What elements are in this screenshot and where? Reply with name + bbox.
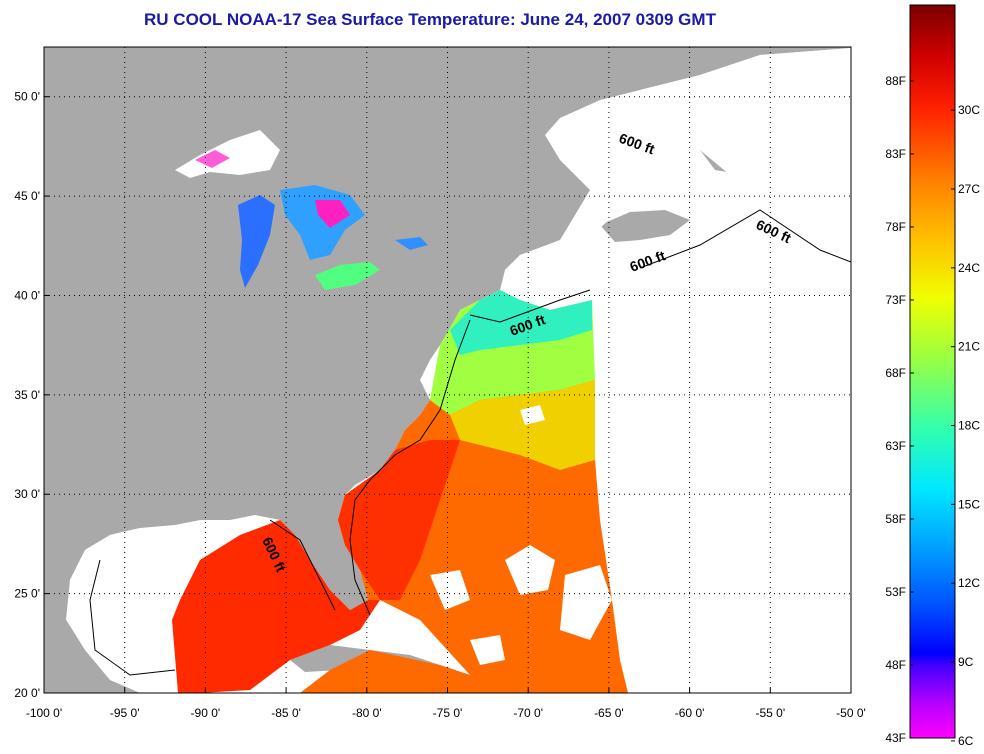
lat-tick-label: 50 0' xyxy=(14,90,40,104)
lat-tick-label: 45 0' xyxy=(14,189,40,203)
cloud-patch xyxy=(520,405,545,425)
colorbar-fahrenheit-label: 43F xyxy=(885,731,906,745)
lon-tick-label: -65 0' xyxy=(594,706,624,720)
lake-ontario xyxy=(395,237,428,250)
sst-gulf-stream xyxy=(338,440,460,600)
sst-ocean-cyan xyxy=(450,290,592,355)
lon-tick-label: -75 0' xyxy=(433,706,463,720)
colorbar-labels: 88F 83F 78F 73F 68F 63F 58F 53F 48F 43F 30C 27C 24C 2… xyxy=(885,74,980,748)
lake-michigan xyxy=(238,195,275,288)
lake-superior xyxy=(175,130,280,178)
lon-tick-label: -60 0' xyxy=(675,706,705,720)
colorbar-celsius-label: 9C xyxy=(958,655,974,669)
cloud-patch xyxy=(560,565,612,640)
colorbar-fahrenheit-label: 73F xyxy=(885,293,906,307)
cloud-patch xyxy=(505,545,555,595)
lon-tick-label: -70 0' xyxy=(513,706,543,720)
map-border xyxy=(43,46,852,694)
colorbar-celsius-label: 24C xyxy=(958,261,980,275)
gulf-no-data xyxy=(505,48,851,310)
lon-tick-label: -80 0' xyxy=(352,706,382,720)
lon-tick-label: -90 0' xyxy=(191,706,221,720)
colorbar-celsius-label: 6C xyxy=(958,734,974,748)
lat-tick-label: 40 0' xyxy=(14,288,40,302)
land-nova-scotia xyxy=(600,210,690,242)
colorbar-celsius-label: 18C xyxy=(958,419,980,433)
colorbar-celsius-label: 12C xyxy=(958,576,980,590)
colorbar xyxy=(909,4,956,739)
map-ticks: -100 0' -95 0' -90 0' -85 0' -80 0' -75 0' -70… xyxy=(14,90,865,720)
lat-tick-label: 30 0' xyxy=(14,487,40,501)
lat-tick-label: 20 0' xyxy=(14,686,40,700)
colorbar-fahrenheit-label: 58F xyxy=(885,512,906,526)
colorbar-celsius-label: 15C xyxy=(958,497,980,511)
lake-superior-sst xyxy=(195,150,230,168)
colorbar-fahrenheit-label: 68F xyxy=(885,366,906,380)
lon-tick-label: -95 0' xyxy=(110,706,140,720)
cloud-patch xyxy=(430,570,470,610)
lon-tick-label: -50 0' xyxy=(836,706,866,720)
lon-tick-label: -100 0' xyxy=(26,706,62,720)
colorbar-celsius-label: 30C xyxy=(958,103,980,117)
sst-gulf-of-mexico xyxy=(172,520,380,693)
lat-tick-label: 35 0' xyxy=(14,388,40,402)
colorbar-fahrenheit-label: 48F xyxy=(885,658,906,672)
lat-tick-label: 25 0' xyxy=(14,587,40,601)
colorbar-fahrenheit-label: 63F xyxy=(885,439,906,453)
colorbar-fahrenheit-label: 83F xyxy=(885,147,906,161)
depth-contour-600ft xyxy=(89,519,336,676)
depth-contour-600ft xyxy=(349,319,471,616)
lon-tick-label: -55 0' xyxy=(755,706,785,720)
lake-erie xyxy=(315,262,380,290)
colorbar-fahrenheit-label: 78F xyxy=(885,220,906,234)
lake-huron xyxy=(280,185,365,260)
colorbar-fahrenheit-label: 53F xyxy=(885,585,906,599)
sst-ocean-yellow xyxy=(450,380,595,470)
lon-tick-label: -85 0' xyxy=(271,706,301,720)
colorbar-celsius-label: 21C xyxy=(958,340,980,354)
land-yucatan xyxy=(44,600,140,693)
colorbar-celsius-label: 27C xyxy=(958,182,980,196)
gulf-shelf-no-data xyxy=(70,528,170,670)
map-title: RU COOL NOAA-17 Sea Surface Temperature:… xyxy=(144,10,716,29)
lake-huron-sst xyxy=(315,200,350,228)
colorbar-fahrenheit-label: 88F xyxy=(885,74,906,88)
cloud-patch xyxy=(470,635,505,665)
